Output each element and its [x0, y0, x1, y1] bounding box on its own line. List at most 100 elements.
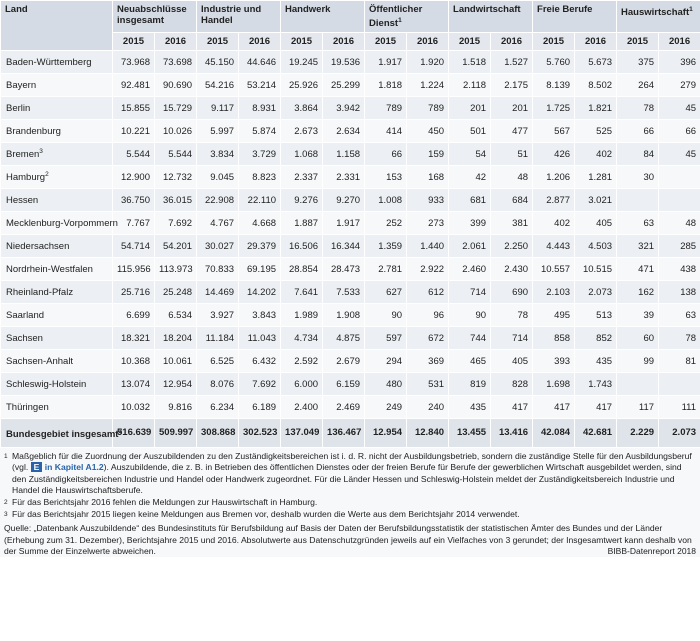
year-header: 2015 [280, 32, 324, 52]
value-cell: 10.026 [153, 119, 198, 144]
value-cell: 159 [406, 142, 450, 167]
value-cell: 6.189 [238, 395, 282, 420]
value-cell: 13.416 [490, 418, 534, 449]
land-cell: Niedersachsen [0, 234, 113, 259]
value-cell: 111 [658, 395, 700, 420]
land-name: Rheinland-Pfalz [6, 286, 74, 298]
land-cell: Hessen [0, 188, 113, 213]
value-cell: 6.525 [196, 349, 240, 374]
header-text: Landwirtschaft [453, 4, 521, 15]
value-cell: 90.690 [153, 73, 198, 98]
year-header: 2016 [574, 32, 618, 52]
value-cell: 264 [616, 73, 660, 98]
value-cell: 16.506 [280, 234, 324, 259]
value-cell: 6.159 [322, 372, 366, 397]
value-cell: 2.469 [322, 395, 366, 420]
value-cell: 933 [406, 188, 450, 213]
value-cell: 435 [448, 395, 492, 420]
value-cell: 369 [406, 349, 450, 374]
value-cell: 15.855 [112, 96, 155, 121]
table-row: Niedersachsen 54.714 54.201 30.027 29.379 16.… [0, 234, 700, 259]
value-cell [658, 372, 700, 397]
group-header: Landwirtschaft [448, 0, 534, 34]
value-cell: 69.195 [238, 257, 282, 282]
value-cell [616, 372, 660, 397]
value-cell: 13.455 [448, 418, 492, 449]
land-name: Niedersachsen [6, 240, 70, 252]
value-cell: 18.204 [153, 326, 198, 351]
value-cell: 2.400 [280, 395, 324, 420]
value-cell: 9.117 [196, 96, 240, 121]
value-cell: 36.750 [112, 188, 155, 213]
land-name: Hessen [6, 194, 39, 206]
value-cell: 495 [532, 303, 576, 328]
value-cell: 5.673 [574, 50, 618, 75]
value-cell: 1.224 [406, 73, 450, 98]
land-header: Land [0, 0, 113, 52]
footnote: 3 Für das Berichtsjahr 2015 liegen keine … [4, 509, 696, 520]
year-header: 2016 [490, 32, 534, 52]
value-cell: 14.469 [196, 280, 240, 305]
value-cell [658, 188, 700, 213]
value-cell: 30 [616, 165, 660, 190]
value-cell: 402 [532, 211, 576, 236]
value-cell: 168 [406, 165, 450, 190]
land-name: Bundesgebiet insgesamt [6, 428, 119, 440]
group-header: Industrie und Handel [196, 0, 282, 34]
value-cell: 5.874 [238, 119, 282, 144]
value-cell: 48 [490, 165, 534, 190]
value-cell: 1.698 [532, 372, 576, 397]
header-text: Handwerk [285, 4, 331, 15]
land-name: Hamburg [6, 172, 46, 184]
value-cell: 597 [364, 326, 408, 351]
value-cell: 113.973 [153, 257, 198, 282]
value-cell: 54.201 [153, 234, 198, 259]
value-cell: 1.281 [574, 165, 618, 190]
value-cell: 2.175 [490, 73, 534, 98]
land-name: Thüringen [6, 401, 49, 413]
value-cell: 6.234 [196, 395, 240, 420]
land-cell: Bundesgebiet insgesamt3 [0, 418, 122, 449]
value-cell: 63 [616, 211, 660, 236]
value-cell: 2.337 [280, 165, 324, 190]
land-name: Saarland [6, 309, 45, 321]
value-cell: 7.641 [280, 280, 324, 305]
land-name: Mecklenburg-Vorpommern [6, 217, 118, 229]
value-cell: 789 [406, 96, 450, 121]
value-cell: 53.214 [238, 73, 282, 98]
value-cell: 2.061 [448, 234, 492, 259]
header-row: Land Neuabschlüsse insgesamt Industrie und… [0, 0, 700, 52]
value-cell: 5.760 [532, 50, 576, 75]
value-cell: 11.043 [238, 326, 282, 351]
header-text: Land [5, 4, 28, 15]
value-cell: 2.679 [322, 349, 366, 374]
value-cell: 138 [658, 280, 700, 305]
value-cell: 417 [490, 395, 534, 420]
value-cell: 11.184 [196, 326, 240, 351]
land-cell: Thüringen [0, 395, 113, 420]
value-cell: 684 [490, 188, 534, 213]
table-row: Sachsen 18.321 18.204 11.184 11.043 4.734 4.87… [0, 326, 700, 351]
table-row: Bundesgebiet insgesamt3516.639509.997308… [0, 418, 700, 449]
value-cell: 2.073 [658, 418, 700, 449]
value-cell: 63 [658, 303, 700, 328]
value-cell: 45.150 [196, 50, 240, 75]
value-cell: 4.668 [238, 211, 282, 236]
value-cell [658, 165, 700, 190]
source-text: Quelle: „Datenbank Auszubildende“ des Bu… [4, 523, 692, 556]
value-cell: 414 [364, 119, 408, 144]
value-cell: 162 [616, 280, 660, 305]
value-cell: 90 [364, 303, 408, 328]
value-cell: 2.331 [322, 165, 366, 190]
year-header: 2016 [322, 32, 366, 52]
value-cell: 44.646 [238, 50, 282, 75]
value-cell: 3.942 [322, 96, 366, 121]
land-cell: Mecklenburg-Vorpommern [0, 211, 118, 236]
value-cell: 36.015 [153, 188, 198, 213]
value-cell: 73.968 [112, 50, 155, 75]
value-cell: 8.931 [238, 96, 282, 121]
value-cell: 54.714 [112, 234, 155, 259]
value-cell: 3.834 [196, 142, 240, 167]
value-cell: 477 [490, 119, 534, 144]
